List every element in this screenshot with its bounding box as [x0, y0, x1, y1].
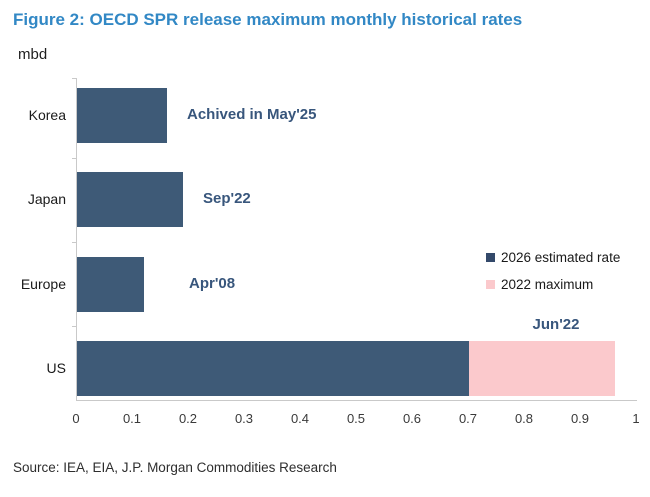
x-axis-tick-label: 0.6 [402, 411, 422, 426]
x-axis-tick-label: 0 [72, 411, 80, 426]
legend-marker-2026 [486, 252, 495, 262]
legend-label-2022: 2022 maximum [501, 276, 594, 292]
bar-annotation-japan: Sep'22 [203, 189, 251, 207]
legend-marker-2022 [486, 279, 495, 289]
x-axis-tick-label: 0.9 [570, 411, 590, 426]
legend-item-2022: 2022 maximum [486, 275, 620, 293]
figure-title: Figure 2: OECD SPR release maximum month… [13, 10, 523, 29]
y-axis-tick [72, 158, 76, 159]
x-axis-tick-label: 0.1 [122, 411, 142, 426]
legend-item-2026: 2026 estimated rate [486, 248, 620, 266]
x-axis-tick-label: 0.2 [178, 411, 198, 426]
legend-label-2026: 2026 estimated rate [501, 249, 621, 265]
bar-annotation-us: Jun'22 [532, 316, 580, 333]
bar-us-2022 [469, 341, 615, 396]
source-note: Source: IEA, EIA, J.P. Morgan Commoditie… [13, 460, 337, 475]
unit-label: mbd [18, 46, 48, 63]
y-axis-tick [72, 78, 76, 79]
bar-annotation-europe: Apr'08 [189, 274, 236, 292]
x-axis-tick-label: 1 [632, 411, 640, 426]
bar-us-2026 [77, 341, 469, 396]
bar-europe-2026 [77, 257, 145, 312]
legend: 2026 estimated rate 2022 maximum [486, 248, 620, 302]
bar-annotation-korea: Achived in May'25 [187, 105, 317, 123]
bar-korea-2026 [77, 88, 167, 143]
x-axis-tick-label: 0.5 [346, 411, 366, 426]
x-axis-tick-label: 0.8 [514, 411, 534, 426]
category-label-korea: Korea [28, 106, 66, 123]
x-axis-tick-label: 0.3 [234, 411, 254, 426]
category-label-us: US [46, 359, 66, 376]
bar-japan-2026 [77, 172, 184, 227]
category-label-europe: Europe [20, 275, 66, 292]
category-label-japan: Japan [27, 190, 66, 207]
plot-area: Achived in May'25 Sep'22 Apr'08 Jun'22 [72, 78, 637, 401]
y-axis-tick [72, 326, 76, 327]
x-axis-tick-label: 0.7 [458, 411, 478, 426]
y-axis-tick [72, 242, 76, 243]
x-axis-tick-label: 0.4 [290, 411, 310, 426]
